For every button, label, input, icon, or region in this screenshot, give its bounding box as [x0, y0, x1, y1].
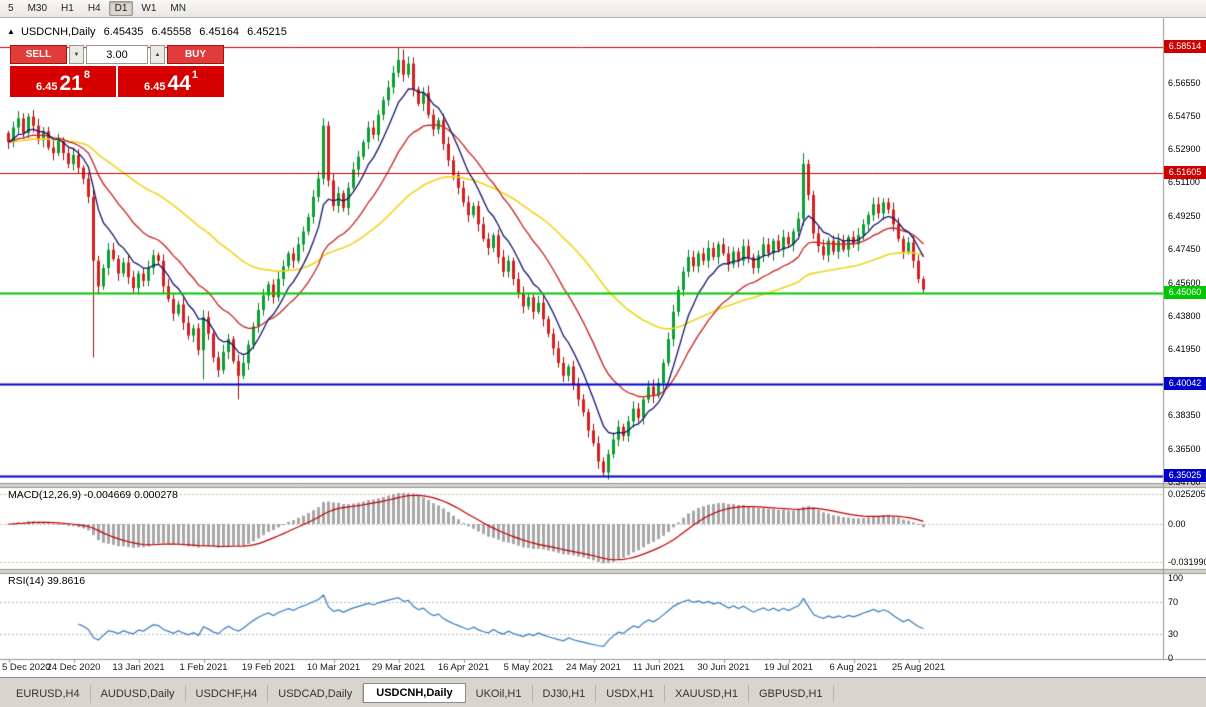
one-click-trading-panel: SELL ▼ ▲ BUY 6.45 21 8 6.45 44 1 [10, 45, 224, 97]
chart-title: ▲ USDCNH,Daily 6.45435 6.45558 6.45164 6… [7, 26, 292, 38]
price-axis-tick: 6.36500 [1168, 443, 1201, 454]
date-axis-label: 19 Feb 2021 [241, 662, 296, 673]
timeframe-m30-button[interactable]: M30 [27, 3, 48, 14]
price-axis-tick: 6.56550 [1168, 77, 1201, 88]
rsi-header: RSI(14) 39.8616 [8, 575, 86, 587]
buy-price-fraction: 1 [191, 69, 198, 81]
date-axis-label: 29 Mar 2021 [371, 662, 426, 673]
ohlc-open-value: 6.45435 [103, 26, 144, 38]
rsi-axis-tick: 70 [1168, 597, 1179, 607]
chart-tab-usdcad-daily[interactable]: USDCAD,Daily [268, 685, 364, 703]
buy-price-prefix: 6.45 [144, 81, 166, 93]
chart-symbol-label: USDCNH,Daily [20, 26, 96, 38]
ohlc-high-value: 6.45558 [151, 26, 192, 38]
macd-axis-tick: 0.00 [1168, 519, 1186, 529]
date-axis-label: 25 Aug 2021 [891, 662, 946, 673]
timeframe-d1-button[interactable]: D1 [108, 1, 134, 16]
date-axis-label: 10 Mar 2021 [306, 662, 361, 673]
timeframe-5-button[interactable]: 5 [8, 3, 14, 14]
macd-header: MACD(12,26,9) -0.004669 0.000278 [8, 489, 178, 501]
price-axis-tick: 6.54750 [1168, 110, 1201, 121]
rsi-axis-tick: 100 [1168, 573, 1184, 583]
price-axis-tick: 6.38350 [1168, 409, 1201, 420]
volume-increase-button[interactable]: ▲ [150, 45, 165, 64]
price-level-badge-6.45060[interactable]: 6.45060 [1164, 285, 1206, 299]
buy-price-display[interactable]: 6.45 44 1 [118, 66, 224, 97]
ohlc-close-value: 6.45215 [247, 26, 287, 38]
price-level-badge-6.51605[interactable]: 6.51605 [1164, 166, 1206, 180]
price-level-badge-6.58514[interactable]: 6.58514 [1164, 40, 1206, 53]
price-axis-tick: 6.51100 [1168, 177, 1200, 188]
buy-button[interactable]: BUY [167, 45, 224, 64]
collapse-arrow-icon[interactable]: ▲ [7, 27, 15, 36]
volume-decrease-button[interactable]: ▼ [69, 45, 84, 64]
date-axis-label: 16 Apr 2021 [437, 662, 490, 673]
price-axis-tick: 6.41950 [1168, 344, 1201, 355]
chart-tab-eurusd-h4[interactable]: EURUSD,H4 [6, 685, 91, 703]
date-axis-label: 11 Jun 2021 [632, 662, 685, 673]
macd-axis-tick: 0.025205 [1168, 489, 1206, 499]
chart-tab-usdcnh-daily[interactable]: USDCNH,Daily [363, 683, 466, 703]
macd-axis-tick: -0.031990 [1168, 557, 1206, 568]
date-axis-label: 1 Feb 2021 [179, 662, 228, 673]
date-axis-label: 24 Dec 2020 [46, 662, 101, 673]
chart-tabs-bar: EURUSD,H4 AUDUSD,Daily USDCHF,H4 USDCAD,Dai… [0, 677, 1206, 707]
date-axis-label: 24 May 2021 [566, 662, 621, 673]
date-axis-label: 19 Jul 2021 [763, 662, 814, 673]
timeframe-toolbar: 5 M30 H1 H4 D1 W1 MN [0, 0, 1206, 18]
buy-price-pips: 44 [167, 72, 191, 95]
date-axis-label: 5 May 2021 [503, 662, 554, 673]
price-axis-tick: 6.49250 [1168, 211, 1201, 222]
sell-price-pips: 21 [59, 72, 83, 95]
price-axis-tick: 6.45600 [1168, 277, 1201, 288]
date-axis-label: 13 Jan 2021 [112, 662, 165, 673]
timeframe-w1-button[interactable]: W1 [141, 3, 157, 14]
chart-tab-ukoil-h1[interactable]: UKOil,H1 [466, 685, 533, 703]
chart-tab-usdchf-h4[interactable]: USDCHF,H4 [186, 685, 269, 703]
date-axis[interactable]: 5 Dec 2020 24 Dec 2020 13 Jan 2021 1 Feb 20… [0, 662, 1164, 676]
rsi-axis-tick: 30 [1168, 629, 1179, 639]
timeframe-mn-button[interactable]: MN [170, 3, 186, 14]
price-level-badge-6.40042[interactable]: 6.40042 [1164, 377, 1206, 391]
price-level-badge-6.35025[interactable]: 6.35025 [1164, 468, 1206, 482]
timeframe-h4-button[interactable]: H4 [87, 3, 101, 14]
price-axis-tick: 6.47450 [1168, 243, 1201, 254]
timeframe-h1-button[interactable]: H1 [61, 3, 74, 14]
price-axis-tick: 6.43800 [1168, 310, 1201, 321]
chart-tab-dj30-h1[interactable]: DJ30,H1 [533, 685, 597, 703]
chart-tab-usdx-h1[interactable]: USDX,H1 [596, 685, 665, 703]
ohlc-low-value: 6.45164 [199, 26, 240, 38]
date-axis-label: 6 Aug 2021 [829, 662, 878, 673]
chart-tab-audusd-daily[interactable]: AUDUSD,Daily [91, 685, 186, 703]
sell-button[interactable]: SELL [10, 45, 67, 64]
volume-input[interactable] [86, 45, 148, 64]
chart-tab-gbpusd-h1[interactable]: GBPUSD,H1 [749, 685, 834, 703]
rsi-axis-tick: 0 [1168, 653, 1174, 663]
price-axis-tick: 6.52900 [1168, 144, 1201, 155]
chart-tab-xauusd-h1[interactable]: XAUUSD,H1 [665, 685, 749, 703]
date-axis-label: 5 Dec 2020 [2, 662, 51, 673]
sell-price-prefix: 6.45 [36, 81, 58, 93]
date-axis-label: 30 Jun 2021 [697, 662, 750, 673]
sell-price-fraction: 8 [83, 69, 90, 81]
sell-price-display[interactable]: 6.45 21 8 [10, 66, 116, 97]
